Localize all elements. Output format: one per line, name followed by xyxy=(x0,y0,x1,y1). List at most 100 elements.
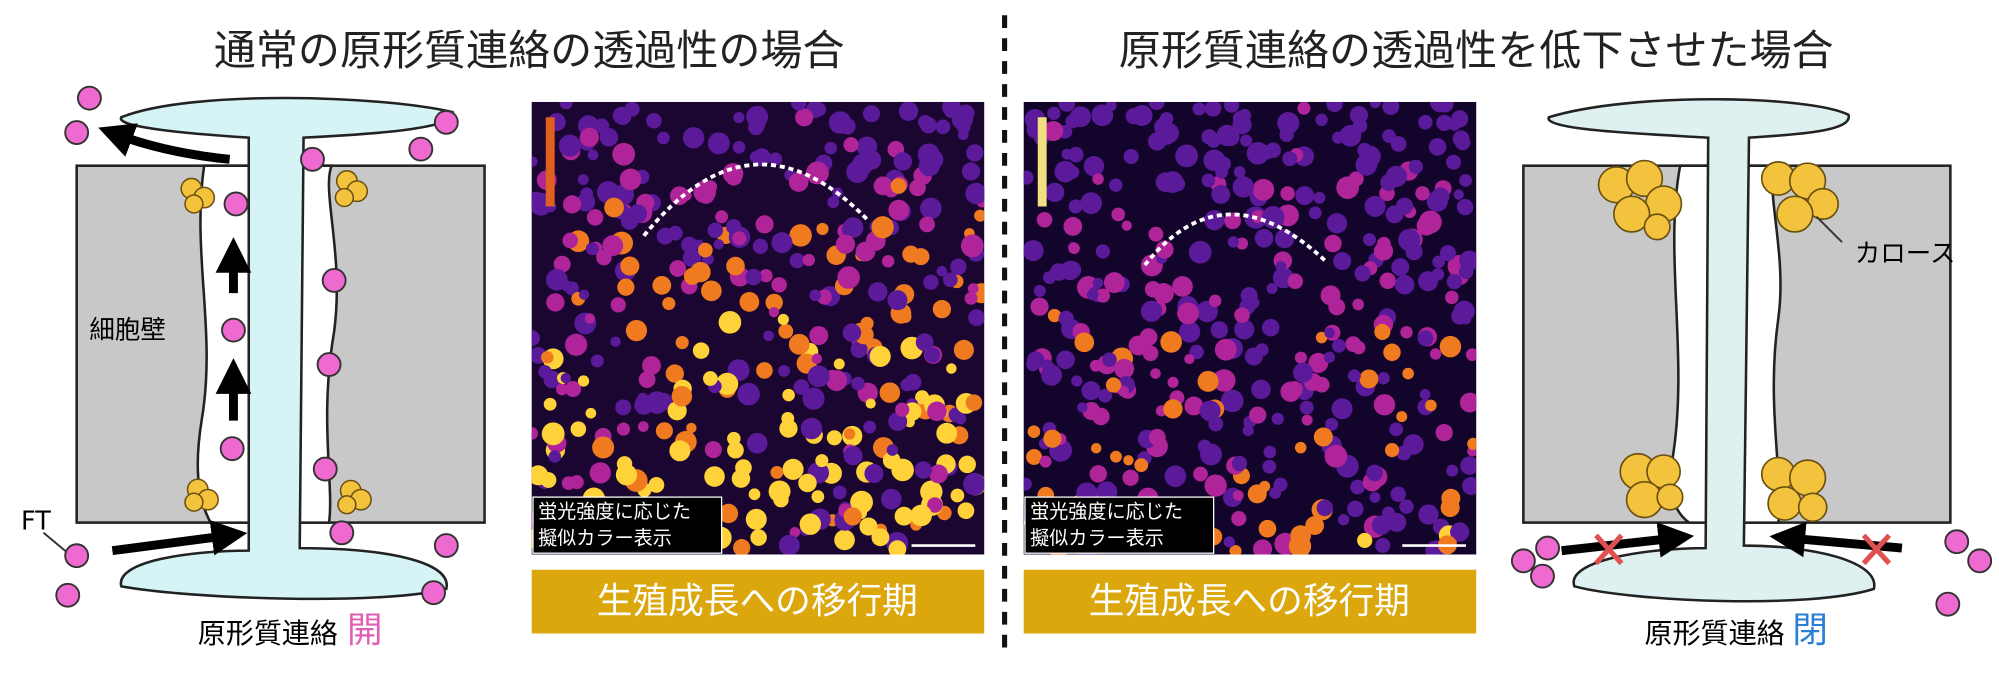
cell xyxy=(1451,307,1469,325)
cell xyxy=(610,297,626,313)
cell xyxy=(1373,394,1396,416)
cell xyxy=(1148,226,1164,242)
cell xyxy=(587,149,599,161)
cell xyxy=(716,372,739,395)
cell xyxy=(1260,145,1275,160)
cell xyxy=(657,131,670,145)
cell xyxy=(1384,443,1400,458)
cell xyxy=(692,342,710,359)
cell xyxy=(763,330,774,342)
cell xyxy=(1231,511,1247,527)
cell xyxy=(1102,352,1117,367)
cell xyxy=(936,422,958,444)
cell xyxy=(590,354,604,368)
cell xyxy=(837,266,860,289)
cell xyxy=(1277,112,1300,135)
cell xyxy=(871,528,890,547)
cell xyxy=(1379,272,1396,290)
cell xyxy=(1357,532,1373,549)
cell xyxy=(805,161,829,185)
cell xyxy=(585,407,597,419)
cell xyxy=(1023,170,1034,185)
cell xyxy=(1403,434,1424,455)
cell xyxy=(1204,474,1227,497)
cell xyxy=(564,281,579,296)
cell xyxy=(1023,240,1044,262)
cell xyxy=(868,282,888,302)
cell xyxy=(1043,120,1064,142)
cell xyxy=(1294,441,1307,454)
cell xyxy=(835,234,856,254)
caption-bar xyxy=(1023,569,1477,634)
cell xyxy=(802,253,815,267)
cell xyxy=(843,428,856,440)
cell xyxy=(852,153,874,175)
cell xyxy=(946,363,957,374)
cell xyxy=(561,476,576,490)
cell xyxy=(1224,101,1240,113)
cell xyxy=(1280,186,1295,201)
cell xyxy=(1324,444,1348,468)
cell xyxy=(543,397,557,411)
cell xyxy=(960,234,984,258)
cell xyxy=(1077,402,1088,413)
cell xyxy=(1184,353,1195,365)
cell xyxy=(1159,122,1180,144)
cell xyxy=(675,335,689,350)
cell xyxy=(1315,113,1328,127)
cell xyxy=(531,329,540,347)
cell xyxy=(1286,381,1303,398)
cell xyxy=(546,293,565,312)
cell xyxy=(915,333,934,352)
cell xyxy=(1435,424,1453,442)
cell xyxy=(1324,327,1335,339)
cell xyxy=(771,277,787,293)
cell xyxy=(782,458,804,480)
ft-label: FT xyxy=(21,507,51,537)
cell xyxy=(1030,297,1049,316)
cell xyxy=(1178,321,1201,343)
cell xyxy=(965,182,985,205)
cell xyxy=(1229,544,1242,555)
cell xyxy=(1144,281,1162,298)
cell xyxy=(855,241,876,262)
cell xyxy=(1429,348,1442,360)
cell xyxy=(827,196,840,209)
cell xyxy=(802,387,825,410)
cell xyxy=(1148,101,1165,111)
cell xyxy=(755,215,774,234)
cell xyxy=(577,375,590,387)
cell xyxy=(1123,455,1134,466)
cell xyxy=(920,197,942,220)
cell xyxy=(909,179,926,197)
cell xyxy=(807,365,830,388)
cell xyxy=(1121,220,1132,231)
cell xyxy=(1417,330,1434,347)
cell xyxy=(682,127,705,149)
cell xyxy=(560,372,571,384)
cell xyxy=(880,488,902,510)
cell xyxy=(1061,148,1073,160)
cell xyxy=(1071,375,1083,387)
cell xyxy=(737,382,760,406)
cell xyxy=(1220,389,1244,413)
cell xyxy=(733,539,751,555)
cell xyxy=(888,540,907,555)
cell xyxy=(1415,186,1430,201)
cell xyxy=(1362,233,1377,247)
cell xyxy=(1350,479,1366,495)
cell xyxy=(1117,385,1129,397)
cell xyxy=(565,380,582,397)
cell xyxy=(681,236,698,254)
cell xyxy=(1041,359,1054,372)
cell xyxy=(895,402,910,417)
cell xyxy=(620,256,640,276)
cell xyxy=(616,456,633,472)
cell xyxy=(1201,173,1216,188)
cell xyxy=(1223,536,1235,548)
cell xyxy=(1063,261,1082,280)
cell xyxy=(1150,368,1161,379)
cell xyxy=(538,365,552,379)
cell xyxy=(602,235,624,257)
